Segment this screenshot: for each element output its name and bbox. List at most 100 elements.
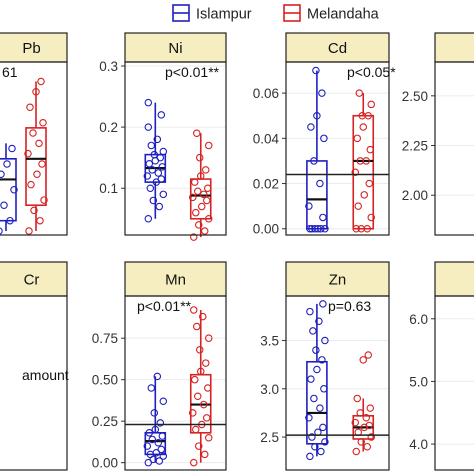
data-point <box>316 404 324 412</box>
panel-border <box>0 295 68 471</box>
data-point <box>321 224 329 233</box>
facet-strip <box>285 261 390 297</box>
data-point <box>205 215 213 223</box>
legend-item-islampur[interactable]: Islampur <box>172 4 252 23</box>
data-point <box>194 187 202 196</box>
data-point <box>363 442 371 451</box>
data-point <box>353 134 361 143</box>
data-point <box>189 409 197 417</box>
data-point <box>202 359 210 367</box>
box-melandaha <box>189 306 213 467</box>
data-point <box>198 202 206 211</box>
data-point <box>355 89 363 97</box>
y-tick-label: 0.50 <box>92 373 118 388</box>
data-point <box>354 202 362 210</box>
data-point <box>356 409 364 417</box>
box-melandaha <box>189 129 213 241</box>
data-point <box>191 375 199 384</box>
data-point <box>319 300 327 308</box>
panel-border <box>434 61 474 236</box>
data-point <box>315 317 323 325</box>
data-point <box>200 190 208 199</box>
y-tick-label: 3.0 <box>260 382 279 397</box>
data-point <box>143 172 152 180</box>
data-point <box>196 346 204 354</box>
data-point <box>314 224 322 233</box>
box-melandaha <box>24 77 48 235</box>
data-point <box>313 111 321 120</box>
data-point <box>366 404 374 412</box>
data-point <box>365 179 373 188</box>
data-point <box>362 413 370 422</box>
data-point <box>367 100 375 109</box>
p-value-annotation: amount <box>22 367 69 383</box>
box-melandaha <box>351 89 375 233</box>
facet-strip <box>124 32 227 63</box>
legend-item-melandaha[interactable]: Melandaha <box>283 4 380 23</box>
data-point <box>305 413 313 422</box>
data-point <box>29 129 37 137</box>
data-point <box>190 233 198 241</box>
p-value-annotation: p=0.63 <box>328 298 371 314</box>
data-point <box>148 166 157 174</box>
box-melandaha <box>351 351 375 456</box>
data-point <box>151 425 160 434</box>
data-point <box>357 224 365 233</box>
panel-border <box>124 61 227 236</box>
data-point <box>204 384 212 392</box>
data-point <box>308 433 316 441</box>
data-point <box>144 123 153 131</box>
data-point <box>319 213 327 222</box>
data-point <box>204 184 212 192</box>
data-point <box>205 141 213 150</box>
data-point <box>194 392 202 401</box>
p-value-annotation: p<0.05* <box>347 64 396 80</box>
data-point <box>145 429 154 437</box>
data-point <box>39 118 47 127</box>
data-point <box>25 227 33 235</box>
panel-border <box>124 295 227 471</box>
data-point <box>155 202 164 211</box>
data-point <box>352 224 360 233</box>
facet-panel: Cd 0.00 0.02 0.04 0.06 p<0.05* <box>253 32 396 237</box>
data-point <box>146 184 155 192</box>
data-point <box>3 160 11 168</box>
facet-panel: Cr amount <box>0 261 69 471</box>
data-point <box>36 216 44 225</box>
facet-strip <box>124 261 227 297</box>
data-point <box>0 201 8 209</box>
p-value-annotation: p<0.01** <box>137 298 192 314</box>
data-point <box>306 452 314 461</box>
data-point <box>318 356 326 364</box>
data-point <box>201 450 209 459</box>
data-point <box>364 351 372 359</box>
data-point <box>359 356 367 364</box>
data-point <box>150 150 159 159</box>
facet-strip <box>434 32 474 63</box>
data-point <box>367 433 375 441</box>
data-point <box>202 166 210 174</box>
data-point <box>353 394 361 403</box>
data-point <box>30 206 38 215</box>
data-point <box>366 145 374 154</box>
data-point <box>203 414 211 422</box>
data-point <box>305 202 313 210</box>
data-point <box>154 169 163 177</box>
data-point <box>197 172 205 180</box>
data-point <box>35 139 43 148</box>
data-point <box>310 394 318 403</box>
data-point <box>144 458 153 467</box>
y-tick-label: 0.02 <box>253 177 279 192</box>
facet-label: Cd <box>328 40 347 57</box>
data-point <box>365 421 373 430</box>
data-point <box>152 448 161 457</box>
box-iqr <box>306 160 328 230</box>
data-point <box>144 98 153 107</box>
facet-label: Cr <box>24 272 40 289</box>
data-point <box>312 66 320 75</box>
data-point <box>157 111 166 119</box>
box-islampur <box>305 66 329 233</box>
data-point <box>158 432 167 440</box>
data-point <box>307 375 315 383</box>
